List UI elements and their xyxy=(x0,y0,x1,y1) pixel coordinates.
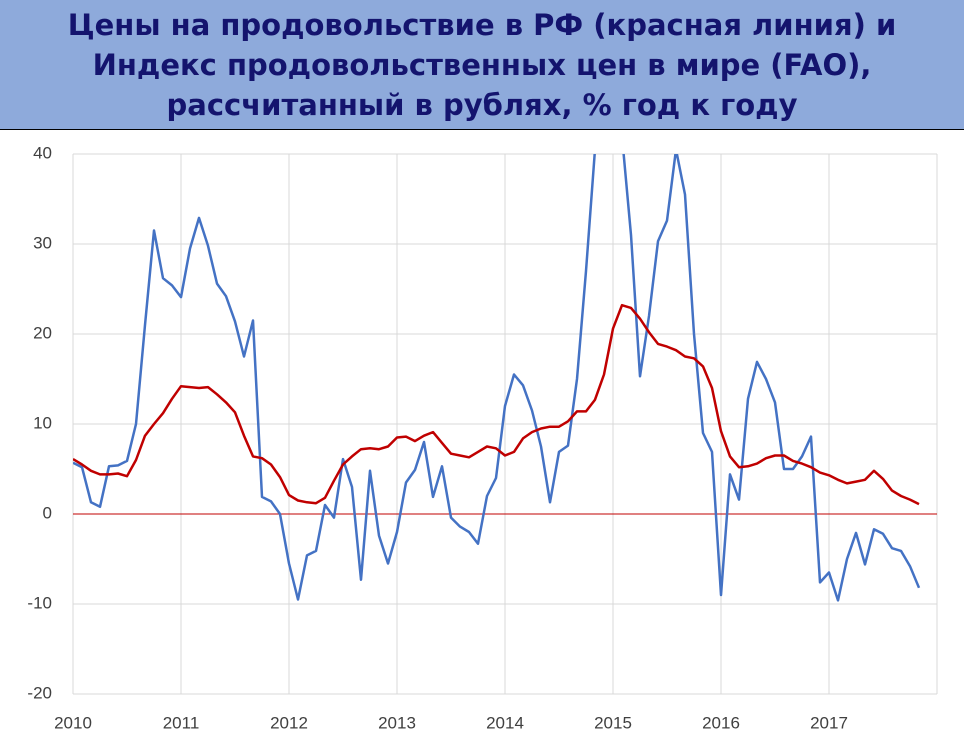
y-tick-label: 0 xyxy=(43,503,52,522)
chart-title: Цены на продовольствие в РФ (красная лин… xyxy=(0,0,964,130)
y-tick-label: 10 xyxy=(33,413,52,432)
x-tick-label: 2016 xyxy=(702,713,740,732)
y-tick-label: 20 xyxy=(33,323,52,342)
y-tick-label: -20 xyxy=(27,683,52,702)
x-tick-label: 2012 xyxy=(270,713,308,732)
y-tick-label: 40 xyxy=(33,143,52,162)
x-tick-label: 2017 xyxy=(810,713,848,732)
series-line xyxy=(73,303,920,506)
x-tick-label: 2010 xyxy=(54,713,92,732)
x-tick-label: 2014 xyxy=(486,713,524,732)
x-tick-label: 2013 xyxy=(378,713,416,732)
x-tick-label: 2015 xyxy=(594,713,632,732)
y-tick-label: 30 xyxy=(33,233,52,252)
x-tick-label: 2011 xyxy=(163,713,200,732)
series-line xyxy=(73,154,921,602)
y-tick-label: -10 xyxy=(27,593,52,612)
